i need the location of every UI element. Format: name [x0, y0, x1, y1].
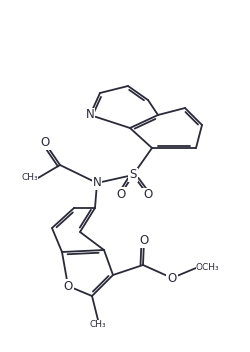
- Text: CH₃: CH₃: [22, 174, 38, 182]
- Text: O: O: [140, 234, 148, 247]
- Text: O: O: [168, 271, 176, 284]
- Text: O: O: [116, 188, 126, 201]
- Text: O: O: [64, 279, 72, 293]
- Text: N: N: [92, 176, 102, 189]
- Text: O: O: [40, 137, 50, 150]
- Text: O: O: [144, 189, 152, 201]
- Text: CH₃: CH₃: [90, 320, 106, 329]
- Text: S: S: [129, 169, 137, 182]
- Text: N: N: [86, 108, 94, 121]
- Text: OCH₃: OCH₃: [196, 264, 220, 272]
